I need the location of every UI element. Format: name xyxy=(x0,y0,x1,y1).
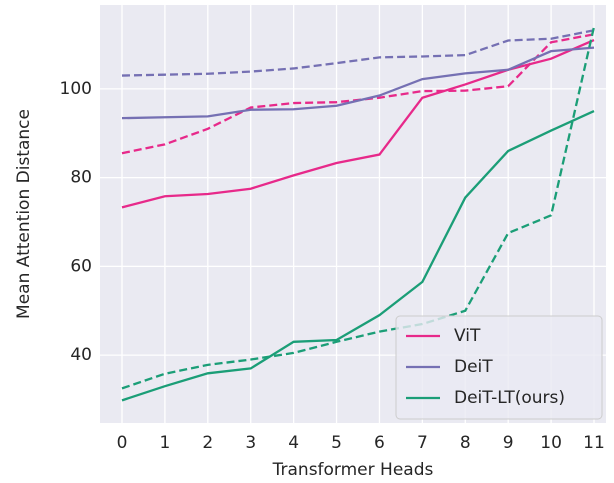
y-axis-label: Mean Attention Distance xyxy=(14,109,34,319)
x-tick-label: 7 xyxy=(417,433,428,453)
x-tick-label: 10 xyxy=(540,433,562,453)
x-tick-label: 0 xyxy=(117,433,128,453)
y-tick-label: 60 xyxy=(70,256,92,276)
legend-label: ViT xyxy=(454,326,481,346)
x-axis-label: Transformer Heads xyxy=(272,460,434,480)
series-line xyxy=(121,39,595,209)
y-tick-label: 80 xyxy=(70,168,92,188)
y-tick-label: 40 xyxy=(70,345,92,365)
x-tick-label: 3 xyxy=(245,433,256,453)
series-line xyxy=(121,46,595,120)
x-tick-label: 1 xyxy=(159,433,170,453)
y-tick-label: 100 xyxy=(60,79,92,99)
x-tick-label: 2 xyxy=(202,433,213,453)
x-tick-label: 8 xyxy=(460,433,471,453)
x-tick-label: 5 xyxy=(331,433,342,453)
x-tick-label: 11 xyxy=(583,433,605,453)
x-tick-label: 4 xyxy=(288,433,299,453)
series-line xyxy=(121,29,595,77)
series-line xyxy=(121,26,596,390)
series-line xyxy=(121,110,595,402)
x-tick-label: 6 xyxy=(374,433,385,453)
legend-label: DeiT xyxy=(454,357,493,377)
legend-box xyxy=(395,315,603,420)
legend-label: DeiT-LT(ours) xyxy=(454,388,565,408)
x-tick-label: 9 xyxy=(503,433,514,453)
